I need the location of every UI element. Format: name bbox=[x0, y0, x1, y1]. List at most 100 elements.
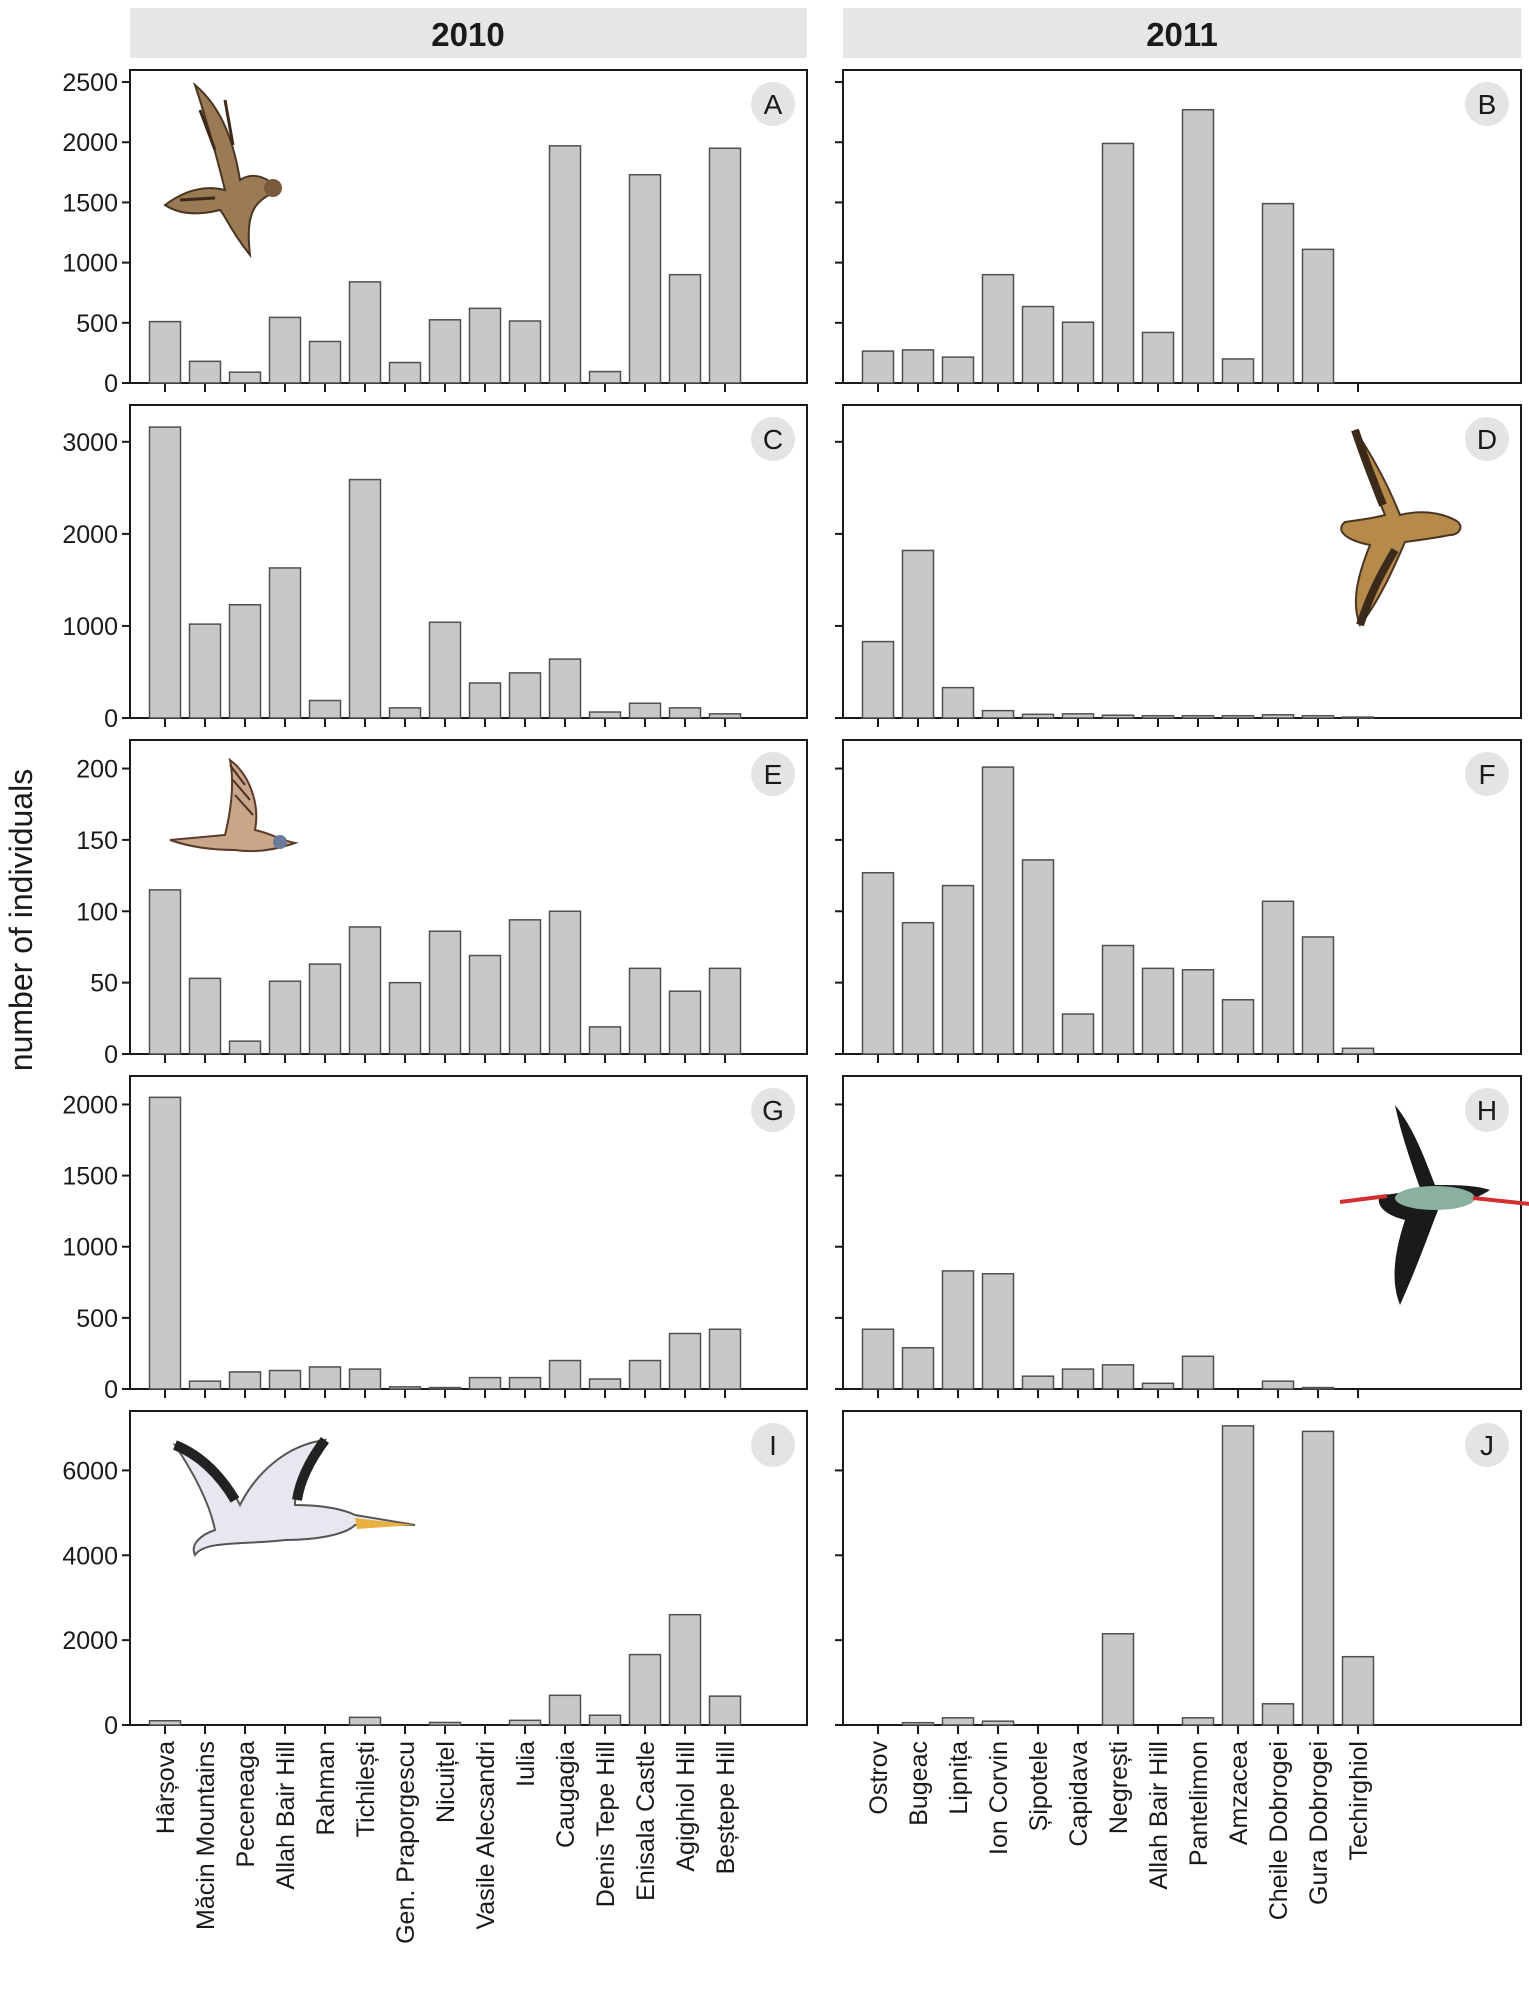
bar-Lipnița bbox=[941, 1717, 975, 1726]
bar-Nicuițel bbox=[428, 930, 462, 1055]
panel-letter: J bbox=[1480, 1430, 1494, 1461]
y-tick-label: 500 bbox=[76, 310, 118, 338]
bar-Allah Bair Hill bbox=[268, 980, 302, 1055]
pelican-illustration bbox=[172, 1437, 416, 1557]
bar-Beștepe Hill bbox=[708, 1328, 742, 1390]
header-2010-bg bbox=[130, 8, 807, 58]
x-category-label: Caugagia bbox=[552, 1741, 580, 1848]
panel-letter: E bbox=[764, 759, 783, 790]
bar-Lipnița bbox=[941, 884, 975, 1055]
x-category-label: Iulia bbox=[512, 1741, 540, 1787]
x-category-label: Lipnița bbox=[945, 1741, 973, 1815]
bar-Amzacea bbox=[1221, 358, 1255, 384]
panel-e: 0 50 100 150 200 E bbox=[76, 739, 808, 1069]
bar-Tichilești bbox=[348, 1368, 382, 1390]
x-category-label: Negrești bbox=[1105, 1741, 1133, 1834]
y-axis-label: number of individuals bbox=[3, 769, 39, 1071]
bar-Șipotele bbox=[1021, 1375, 1055, 1390]
bar-Gura Dobrogei bbox=[1301, 248, 1335, 384]
bar-Iulia bbox=[508, 320, 542, 384]
bar-Vasile Alecsandri bbox=[468, 682, 502, 719]
x-category-label: Techirghiol bbox=[1345, 1741, 1373, 1861]
bar-Bugeac bbox=[901, 1721, 935, 1726]
x-category-label: Capidava bbox=[1065, 1741, 1093, 1847]
y-tick-label: 2000 bbox=[62, 1627, 118, 1655]
bar-Hârșova bbox=[148, 426, 182, 719]
bar-Ion Corvin bbox=[981, 273, 1015, 384]
panel-letter: I bbox=[769, 1430, 777, 1461]
bar-Amzacea bbox=[1221, 714, 1255, 719]
x-category-label: Amzacea bbox=[1225, 1741, 1253, 1845]
eagle-illustration bbox=[1340, 428, 1462, 627]
bar-Beștepe Hill bbox=[708, 1695, 742, 1726]
bar-Caugagia bbox=[548, 145, 582, 384]
bar-Enisala Castle bbox=[628, 1359, 662, 1390]
bar-Hârșova bbox=[148, 889, 182, 1055]
x-category-label: Ostrov bbox=[865, 1741, 893, 1815]
bar-Ion Corvin bbox=[981, 766, 1015, 1055]
bar-Bugeac bbox=[901, 1346, 935, 1390]
bar-Lipnița bbox=[941, 356, 975, 384]
panel-letter-badge bbox=[1465, 82, 1509, 126]
panel-a: 0 500 1000 1500 2000 2500 A bbox=[62, 69, 808, 398]
bar-Enisala Castle bbox=[628, 967, 662, 1055]
panel-i: 0 2000 4000 6000 I Hârșova Măcin Mountains Pece… bbox=[62, 1410, 808, 1944]
bar-Gen. Praporgescu bbox=[388, 1386, 422, 1390]
bar-Amzacea bbox=[1221, 999, 1255, 1055]
panel-letter: F bbox=[1478, 759, 1495, 790]
bar-Allah Bair Hill bbox=[1141, 714, 1175, 719]
bar-Pantelimon bbox=[1181, 1355, 1215, 1390]
bar-Negrești bbox=[1101, 1364, 1135, 1390]
bar-Caugagia bbox=[548, 658, 582, 719]
panel-d: D bbox=[835, 404, 1522, 727]
panel-letter: D bbox=[1477, 424, 1497, 455]
bar-Bugeac bbox=[901, 349, 935, 384]
bar-Allah Bair Hill bbox=[268, 567, 302, 719]
bar-Pantelimon bbox=[1181, 714, 1215, 719]
x-category-label: Șipotele bbox=[1025, 1741, 1053, 1831]
x-category-label: Vasile Alecsandri bbox=[472, 1741, 500, 1930]
y-tick-label: 2000 bbox=[62, 129, 118, 157]
y-tick-label: 0 bbox=[104, 1376, 118, 1404]
bar-Gura Dobrogei bbox=[1301, 936, 1335, 1055]
bar-Capidava bbox=[1061, 1013, 1095, 1055]
bar-Pantelimon bbox=[1181, 969, 1215, 1055]
bar-Rahman bbox=[308, 340, 342, 384]
x-category-label: Enisala Castle bbox=[632, 1741, 660, 1901]
bar-Beștepe Hill bbox=[708, 713, 742, 719]
bar-Agighiol Hill bbox=[668, 990, 702, 1055]
y-tick-label: 0 bbox=[104, 705, 118, 733]
buzzard-illustration bbox=[163, 81, 282, 259]
bar-Iulia bbox=[508, 1376, 542, 1390]
panel-g: 0 500 1000 1500 2000 G bbox=[62, 1075, 808, 1404]
bar-Capidava bbox=[1061, 713, 1095, 719]
x-category-label: Rahman bbox=[312, 1741, 340, 1836]
panel-frame bbox=[842, 1410, 1522, 1726]
bar-Măcin Mountains bbox=[188, 977, 222, 1055]
y-tick-label: 1000 bbox=[62, 613, 118, 641]
bar-Tichilești bbox=[348, 1716, 382, 1726]
y-tick-label: 1000 bbox=[62, 1234, 118, 1262]
bar-Tichilești bbox=[348, 281, 382, 384]
panel-letter: A bbox=[764, 89, 783, 120]
y-tick-label: 100 bbox=[76, 898, 118, 926]
panel-letter-badge bbox=[1465, 417, 1509, 461]
header-2011-bg bbox=[843, 8, 1521, 58]
bar-Tichilești bbox=[348, 926, 382, 1055]
bar-Iulia bbox=[508, 672, 542, 719]
bar-Capidava bbox=[1061, 321, 1095, 384]
panel-letter: H bbox=[1477, 1095, 1497, 1126]
bar-Hârșova bbox=[148, 1720, 182, 1726]
bar-Vasile Alecsandri bbox=[468, 1376, 502, 1390]
panel-c: 0 1000 2000 3000 C bbox=[62, 404, 808, 733]
x-category-label: Gura Dobrogei bbox=[1305, 1741, 1333, 1905]
y-tick-label: 4000 bbox=[62, 1542, 118, 1570]
panel-b: B bbox=[835, 69, 1522, 392]
bar-Cheile Dobrogei bbox=[1261, 202, 1295, 384]
x-category-label: Bugeac bbox=[905, 1741, 933, 1826]
bar-Rahman bbox=[308, 699, 342, 719]
bar-Gura Dobrogei bbox=[1301, 1430, 1335, 1726]
bar-Bugeac bbox=[901, 549, 935, 719]
